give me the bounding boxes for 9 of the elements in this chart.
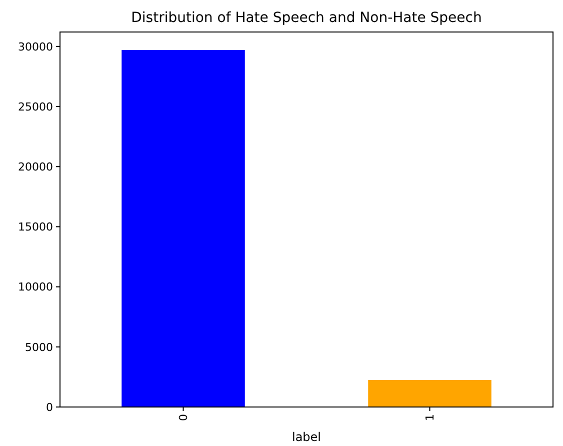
y-tick-label: 30000 — [18, 40, 53, 54]
y-tick-label: 25000 — [18, 100, 53, 114]
y-tick-label: 15000 — [18, 220, 53, 234]
x-tick-label: 1 — [424, 414, 437, 421]
y-tick-label: 20000 — [18, 160, 53, 174]
chart-title: Distribution of Hate Speech and Non-Hate Speech — [131, 10, 482, 26]
y-tick-label: 5000 — [25, 340, 53, 354]
y-tick-label: 10000 — [18, 280, 53, 294]
x-axis-title: label — [292, 430, 322, 444]
